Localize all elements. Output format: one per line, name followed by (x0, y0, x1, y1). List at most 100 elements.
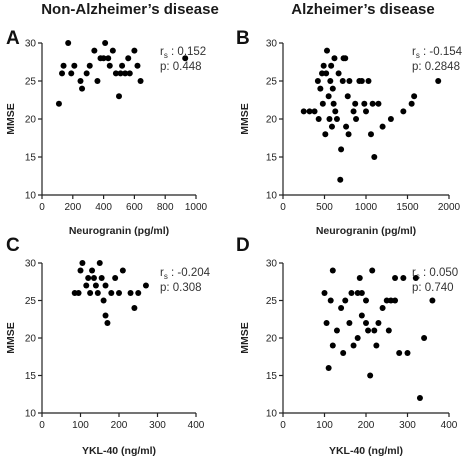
data-point (327, 78, 334, 84)
y-tick-label: 10 (266, 409, 278, 420)
x-tick-label: 1000 (185, 202, 208, 213)
data-point (345, 131, 352, 138)
data-point (134, 62, 141, 69)
data-point (60, 62, 67, 69)
data-point (339, 78, 346, 84)
data-point (122, 70, 129, 77)
data-point (404, 350, 411, 356)
data-point (383, 297, 390, 304)
y-tick-label: 15 (25, 371, 37, 382)
data-point (387, 116, 394, 122)
header-left: Non-Alzheimer’s disease (41, 1, 219, 18)
data-point (87, 290, 94, 296)
data-point (329, 267, 336, 274)
data-point (361, 100, 368, 107)
data-point (131, 305, 138, 311)
data-point (363, 108, 369, 115)
data-point (342, 297, 349, 304)
data-point (373, 342, 380, 349)
data-point (90, 275, 97, 281)
data-point (321, 290, 328, 296)
y-tick-label: 20 (266, 115, 278, 126)
data-point (412, 275, 419, 281)
stat-p: p: 0.740 (412, 282, 454, 294)
data-point (323, 320, 330, 326)
y-tick-label: 25 (266, 296, 278, 307)
data-point (300, 108, 307, 115)
data-point (354, 335, 361, 341)
y-tick-label: 20 (25, 334, 37, 345)
data-point (117, 70, 124, 77)
data-point (328, 123, 335, 130)
panel-letter: C (6, 235, 20, 256)
data-point (59, 70, 66, 77)
data-point (365, 78, 372, 84)
data-point (369, 267, 376, 274)
data-point (105, 55, 112, 62)
data-point (333, 116, 340, 122)
data-point (83, 282, 90, 289)
panel-b: B 10 15 20 25 30 0 500 1000 1500 2000 MMSE Neurogran… (236, 28, 463, 237)
data-point (379, 123, 386, 130)
data-point (392, 297, 399, 304)
x-tick-label: 0 (280, 420, 286, 431)
panel-letter: A (6, 28, 20, 49)
data-point (392, 275, 399, 281)
x-tick-label: 200 (111, 420, 128, 431)
data-point (100, 297, 107, 304)
data-point (323, 70, 330, 77)
y-tick-label: 30 (25, 39, 37, 50)
data-point (89, 267, 96, 274)
data-point (112, 275, 119, 281)
data-point (350, 108, 357, 115)
data-point (337, 176, 344, 183)
x-axis-label: YKL-40 (ng/ml) (82, 445, 156, 457)
data-point (135, 290, 142, 296)
panel-letter: B (236, 28, 250, 49)
data-point (55, 100, 62, 107)
data-point (363, 297, 369, 304)
stat-rs: rs : 0.152 (160, 46, 206, 60)
data-point (346, 78, 353, 84)
y-tick-label: 30 (266, 259, 278, 270)
x-tick-label: 2000 (438, 202, 461, 213)
data-point (435, 78, 442, 84)
stat-rs: rs : -0.154 (412, 46, 463, 60)
data-point (358, 78, 365, 84)
data-point (85, 275, 92, 281)
data-point (112, 70, 119, 77)
data-point (365, 327, 372, 334)
data-point (344, 93, 351, 100)
data-point (358, 312, 365, 319)
data-point (77, 78, 84, 84)
data-point (320, 62, 327, 69)
data-point (323, 47, 330, 54)
y-tick-label: 25 (25, 296, 37, 307)
data-point (116, 93, 122, 100)
y-tick-label: 30 (25, 259, 37, 270)
y-tick-label: 20 (266, 334, 278, 345)
stat-p: p: 0.448 (160, 61, 202, 73)
data-point (367, 131, 374, 138)
data-point (343, 123, 350, 130)
data-point (326, 116, 333, 122)
y-tick-label: 30 (266, 39, 278, 50)
x-axis-label: YKL-40 (ng/ml) (329, 445, 403, 457)
y-tick-label: 15 (266, 153, 278, 164)
data-point (126, 70, 133, 77)
data-point (108, 290, 115, 296)
x-tick-label: 400 (95, 202, 112, 213)
data-point (102, 282, 109, 289)
data-point (371, 154, 378, 160)
x-tick-label: 100 (316, 420, 333, 431)
data-point (367, 372, 374, 379)
y-tick-label: 10 (25, 191, 37, 202)
data-point (329, 342, 336, 349)
data-point (96, 260, 103, 266)
x-tick-label: 400 (188, 420, 205, 431)
x-tick-label: 200 (64, 202, 81, 213)
data-point (71, 62, 78, 69)
x-tick-label: 500 (316, 202, 333, 213)
y-tick-label: 25 (266, 77, 278, 88)
data-point (131, 47, 138, 54)
